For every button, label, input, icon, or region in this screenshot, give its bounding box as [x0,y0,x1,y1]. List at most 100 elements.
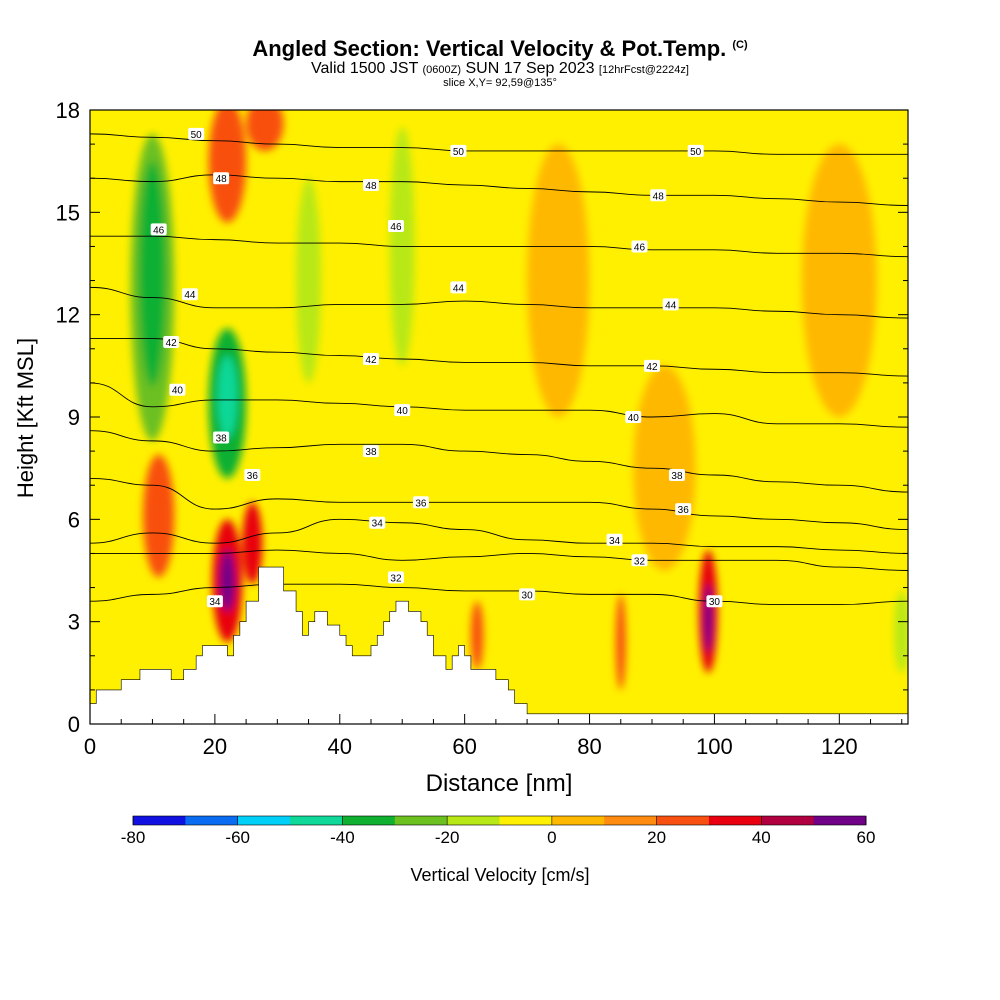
svg-text:48: 48 [365,181,377,192]
contour-label: 36 [675,503,692,516]
svg-text:34: 34 [372,519,384,530]
x-tick-label: 120 [821,734,858,759]
svg-text:48: 48 [653,191,665,202]
y-tick-label: 3 [68,610,80,635]
x-axis-label: Distance [nm] [426,770,573,797]
x-tick-label: 100 [696,734,733,759]
contour-label: 40 [625,411,642,424]
colorbar-swatch [708,816,762,825]
contour-label: 42 [163,335,180,349]
svg-text:30: 30 [522,590,534,601]
colorbar-tick-label: 60 [857,828,876,847]
svg-text:50: 50 [690,147,702,158]
contour-label: 46 [150,223,167,236]
svg-text:48: 48 [216,174,228,185]
y-axis-label: Height [Kft MSL] [13,338,38,498]
contour-label: 42 [362,353,379,366]
x-tick-label: 0 [84,734,96,759]
contour-label: 36 [244,468,261,482]
svg-text:38: 38 [365,447,377,458]
contour-label: 48 [362,179,379,192]
svg-text:34: 34 [609,536,621,547]
velocity-cell [801,144,877,418]
velocity-cell [470,601,484,670]
velocity-cell [143,454,175,578]
theta-contour-38 [90,430,908,493]
x-tick-label: 60 [452,734,476,759]
colorbar-label: Vertical Velocity [cm/s] [410,865,589,885]
svg-text:36: 36 [415,498,427,509]
contour-label: 36 [412,496,429,509]
theta-contour-50 [90,133,908,155]
svg-text:38: 38 [216,433,228,444]
svg-text:50: 50 [453,147,465,158]
colorbar-swatch [499,816,553,825]
colorbar-swatch [761,816,815,825]
colorbar-swatch [290,816,343,825]
colorbar-tick-label: -60 [225,828,250,847]
theta-contour-44 [90,286,908,319]
svg-text:46: 46 [390,222,402,233]
colorbar-swatch [394,816,448,825]
svg-text:32: 32 [634,556,646,567]
contour-label: 46 [631,240,648,253]
velocity-cell [138,161,167,387]
contour-label: 44 [181,288,198,301]
y-tick-label: 6 [68,507,80,532]
colorbar-swatch [133,816,186,825]
velocity-cell [246,110,284,151]
theta-contours [90,133,908,606]
colorbar-swatch [604,816,658,825]
svg-text:40: 40 [397,406,409,417]
svg-text:40: 40 [628,413,640,424]
colorbar-swatch [813,816,867,825]
svg-text:36: 36 [247,471,259,482]
contour-label: 34 [606,533,623,547]
theta-contour-30 [90,583,908,606]
svg-text:46: 46 [153,225,165,236]
colorbar-tick-label: -80 [121,828,146,847]
colorbar-swatch [342,816,396,825]
plot-area: 50 50 50 48 48 48 46 46 46 44 44 44 42 42 42 40 40 40 38 38… [90,110,908,724]
contour-label: 48 [650,189,667,202]
chart-subtitle: Valid 1500 JST (0600Z) SUN 17 Sep 2023 [… [311,60,689,77]
colorbar-swatch [237,816,291,825]
contour-label: 38 [213,431,230,444]
velocity-cell [242,502,263,585]
contour-labels: 50 50 50 48 48 48 46 46 46 44 44 44 42 42 42 40 40 40 38 38… [150,127,723,608]
contour-label: 50 [687,144,704,158]
chart-title: Angled Section: Vertical Velocity & Pot.… [252,36,748,61]
colorbar-tick-label: 0 [547,828,556,847]
colorbar-tick-label: -40 [330,828,355,847]
colorbar-swatch [551,816,605,825]
theta-contour-46 [90,235,908,258]
contour-label: 50 [188,127,205,141]
svg-text:42: 42 [365,355,377,366]
colorbar-tick-label: 20 [647,828,666,847]
velocity-cell [527,144,590,418]
colorbar-swatch [447,816,500,825]
colorbar-tick-label: -20 [435,828,460,847]
contour-label: 48 [213,172,230,185]
svg-text:32: 32 [390,573,402,584]
slice-info: slice X,Y= 92,59@135° [443,77,557,89]
contour-label: 34 [369,516,386,530]
contour-label: 38 [668,468,685,482]
contour-label: 32 [631,554,648,567]
contour-label: 32 [387,571,404,584]
theta-contour-40 [90,382,908,428]
contour-label: 40 [394,404,411,417]
x-axis: 0 20 40 60 80 100 120 [84,714,903,759]
theta-contour-32 [90,549,908,571]
terrain [90,566,908,724]
y-tick-label: 9 [68,405,80,430]
svg-text:42: 42 [166,338,178,349]
colorbar-tick-label: 40 [752,828,771,847]
velocity-cell [219,550,235,612]
velocity-cell [296,178,322,383]
colorbar-swatch [185,816,239,825]
svg-text:46: 46 [634,242,646,253]
x-tick-label: 40 [328,734,352,759]
